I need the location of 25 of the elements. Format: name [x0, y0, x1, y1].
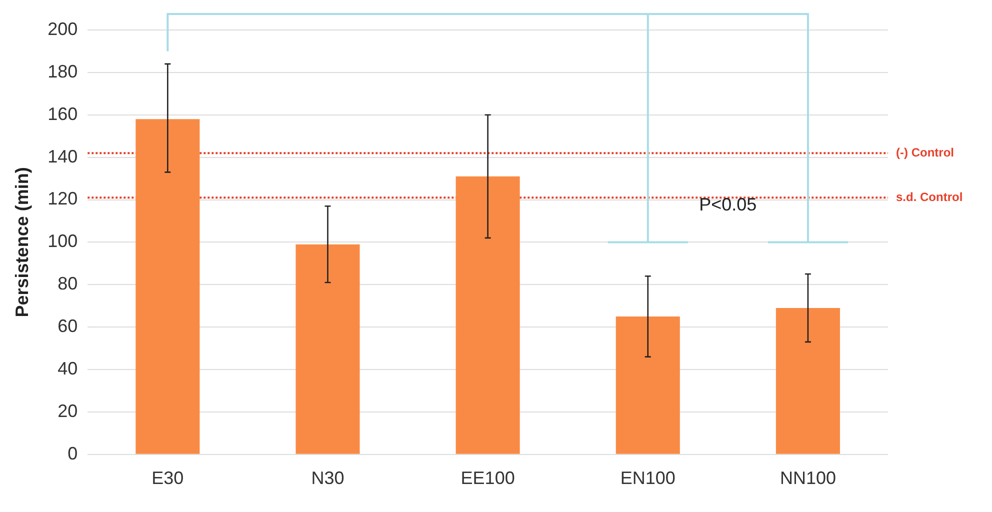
bar — [136, 119, 200, 454]
y-axis-title: Persistence (min) — [12, 167, 32, 318]
x-tick-label: EN100 — [620, 468, 676, 488]
y-tick-label: 140 — [48, 146, 78, 166]
y-tick-label: 60 — [58, 316, 78, 336]
x-tick-label: E30 — [152, 468, 184, 488]
y-tick-label: 40 — [58, 358, 78, 378]
y-tick-label: 20 — [58, 400, 78, 421]
y-tick-label: 120 — [48, 188, 78, 209]
y-tick-label: 0 — [68, 443, 78, 464]
y-tick-label: 160 — [48, 104, 78, 124]
bar — [616, 316, 680, 454]
x-tick-label: N30 — [311, 468, 344, 488]
y-tick-label: 200 — [48, 18, 78, 39]
x-tick-label: NN100 — [780, 468, 836, 488]
y-tick-label: 100 — [48, 231, 78, 252]
bar — [776, 308, 840, 454]
bar — [456, 176, 520, 454]
y-tick-label: 80 — [58, 274, 78, 294]
bar — [296, 244, 360, 454]
y-tick-label: 180 — [48, 61, 78, 82]
x-tick-label: EE100 — [460, 468, 515, 488]
ref-line-label: (-) Control — [896, 145, 954, 160]
annotation: P<0.05 — [699, 194, 757, 215]
ref-line-label: s.d. Control — [896, 190, 963, 204]
